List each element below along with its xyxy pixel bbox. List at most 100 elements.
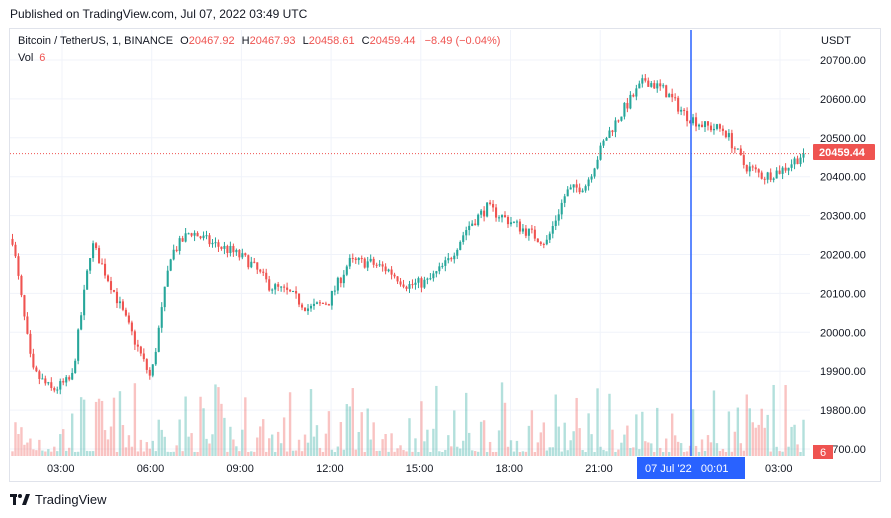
volume-bar — [682, 451, 686, 456]
candle-body — [109, 281, 113, 291]
volume-bar — [447, 435, 450, 456]
candle-body — [26, 316, 29, 334]
volume-bar — [139, 439, 143, 456]
volume-bar — [378, 450, 381, 456]
volume-bar — [333, 451, 337, 456]
candle-body — [211, 242, 214, 245]
volume-bar — [563, 422, 566, 456]
svg-text:6: 6 — [820, 447, 826, 459]
candle-body — [41, 378, 44, 380]
candle-body — [614, 120, 617, 133]
volume-value: 6 — [39, 52, 46, 64]
volume-bar — [542, 422, 546, 456]
candle-body — [542, 243, 545, 245]
volume-bar — [133, 383, 137, 456]
volume-bar — [751, 422, 754, 456]
candle-body — [724, 130, 727, 138]
candle-body — [393, 274, 396, 277]
candle-body — [686, 110, 689, 122]
candle-body — [259, 269, 262, 272]
candle-body — [447, 258, 450, 261]
volume-bar — [65, 450, 68, 456]
volume-bar — [85, 450, 89, 456]
candle-body — [757, 169, 760, 173]
candle-body — [587, 179, 590, 187]
volume-bar — [366, 408, 369, 456]
volume-bar — [665, 438, 668, 456]
volume-bar — [393, 451, 396, 456]
candle-body — [411, 284, 414, 286]
candle-body — [790, 164, 793, 168]
volume-bar — [172, 451, 175, 456]
candle-body — [563, 196, 566, 203]
candle-body — [345, 266, 348, 275]
volume-bar — [405, 451, 408, 456]
candle-body — [417, 278, 420, 283]
candle-body — [784, 167, 787, 171]
volume-bar — [530, 410, 534, 456]
candle-body — [315, 302, 319, 304]
candle-body — [333, 290, 336, 292]
volume-bar — [97, 398, 101, 456]
candle-body — [229, 245, 232, 254]
volume-bar — [629, 447, 632, 456]
candle-body — [677, 97, 680, 112]
candle-body — [268, 279, 271, 291]
chart-frame — [9, 28, 881, 482]
candle-body — [802, 153, 805, 158]
volume-bar — [569, 440, 572, 456]
volume-bar — [793, 424, 796, 456]
volume-bar — [229, 426, 232, 456]
volume-bar — [423, 441, 426, 456]
low-value: 20458.61 — [308, 35, 355, 47]
volume-bar — [667, 451, 671, 456]
volume-bars — [11, 382, 805, 456]
candle-body — [748, 166, 751, 172]
candle-body — [235, 249, 238, 253]
volume-bar — [411, 451, 414, 456]
candle-body — [444, 260, 447, 266]
candle-body — [656, 83, 659, 89]
volume-bar — [494, 451, 498, 456]
volume-bar — [441, 451, 444, 456]
time-tick-label: 03:00 — [47, 463, 75, 475]
volume-bar — [467, 432, 471, 456]
volume-bar — [632, 447, 635, 456]
tradingview-logo[interactable]: TradingView — [10, 492, 107, 507]
candle-body — [497, 217, 501, 219]
candle-body — [286, 287, 289, 290]
time-tick-label: 18:00 — [496, 463, 524, 475]
volume-bar — [232, 439, 235, 456]
volume-bar — [375, 450, 378, 456]
volume-bar — [241, 429, 244, 456]
svg-text:07 Jul '22 00:01: 07 Jul '22 00:01 — [645, 463, 728, 475]
candle-body — [650, 83, 653, 87]
candle-body — [32, 353, 35, 368]
volume-bar — [163, 436, 166, 456]
candle-body — [524, 228, 527, 236]
candle-body — [396, 276, 399, 282]
candle-body — [730, 133, 733, 149]
volume-bar — [282, 417, 286, 456]
volume-bar — [670, 413, 674, 456]
candle-body — [453, 255, 456, 260]
candle-body — [426, 278, 429, 280]
volume-bar — [781, 451, 784, 456]
volume-bar — [596, 388, 599, 456]
volume-bar — [127, 435, 131, 456]
candle-body — [506, 217, 510, 225]
volume-bar — [503, 402, 507, 456]
volume-bar — [268, 438, 271, 456]
candle-body — [348, 257, 351, 267]
candle-body — [554, 220, 557, 227]
candle-body — [74, 360, 77, 373]
volume-bar — [276, 431, 280, 456]
open-value: 20467.92 — [188, 35, 235, 47]
candle-body — [92, 243, 95, 259]
candle-body — [527, 228, 530, 236]
candle-body — [402, 284, 405, 287]
volume-bar — [205, 438, 208, 456]
volume-bar — [300, 451, 304, 456]
candle-body — [578, 187, 581, 193]
